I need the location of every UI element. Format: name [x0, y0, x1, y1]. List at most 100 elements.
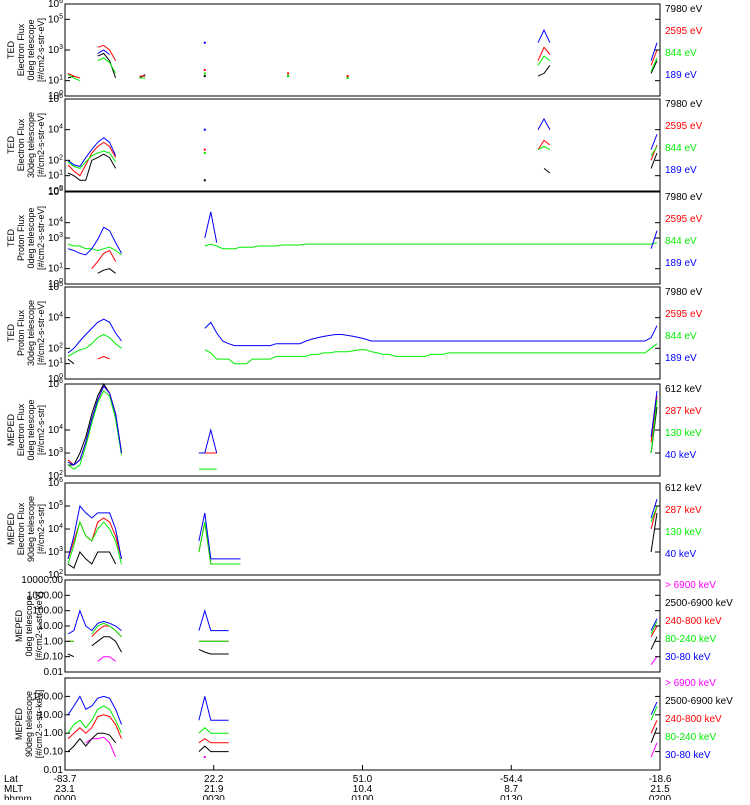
series-point — [203, 68, 206, 71]
series-point — [287, 75, 290, 78]
series-line — [650, 146, 658, 156]
y-tick-label: 0.10 — [44, 652, 64, 663]
series-point — [346, 75, 349, 78]
legend-entry: 30-80 keV — [665, 652, 711, 663]
series-line — [67, 714, 122, 740]
y-tick-label: 104 — [48, 217, 63, 229]
y-axis-label: TED — [6, 323, 16, 342]
y-axis-label: TED — [6, 135, 16, 154]
plot-frame — [64, 98, 661, 192]
y-tick-label: 10000.00 — [21, 575, 63, 586]
series-line — [67, 390, 122, 470]
series-point — [203, 75, 206, 78]
legend-entry: 7980 eV — [665, 192, 703, 203]
legend-entry: 2500-6900 keV — [665, 598, 733, 609]
series-line — [198, 727, 229, 734]
series-line — [198, 745, 229, 753]
x-tick-label-mlt: 21.5 — [650, 784, 670, 795]
y-axis-label: Electron Flux — [16, 118, 26, 171]
y-axis-label: MEPED — [14, 708, 24, 741]
plot-frame — [64, 677, 661, 771]
legend-entry: 40 keV — [665, 549, 696, 560]
x-tick-label-hhmm: 0100 — [351, 794, 374, 800]
y-axis-label: 30deg telescope — [26, 300, 36, 366]
series-line — [204, 242, 658, 250]
series-line — [67, 137, 117, 167]
plot-frame — [64, 3, 661, 97]
series-line — [650, 720, 658, 734]
legend-entry: 287 keV — [665, 505, 702, 516]
y-axis-label: 30deg telescope — [26, 112, 36, 178]
y-tick-label: 105 — [48, 186, 63, 198]
series-line — [97, 268, 116, 274]
y-tick-label: 102 — [48, 569, 63, 581]
y-axis-label: MEPED — [14, 610, 24, 643]
y-tick-label: 100 — [48, 278, 63, 290]
series-point — [203, 756, 206, 759]
series-line — [67, 385, 122, 466]
y-axis-label: TED — [6, 40, 16, 59]
y-tick-label: 100 — [48, 185, 63, 197]
series-line — [91, 622, 122, 638]
series-line — [67, 520, 122, 565]
legend-entry: 240-800 keV — [665, 616, 722, 627]
series-line — [97, 49, 110, 55]
y-axis-label: [#/cm2-s-str-eV] — [36, 206, 46, 270]
series-line — [67, 504, 122, 560]
series-line — [537, 145, 551, 151]
x-tick-label-mlt: 21.9 — [204, 784, 224, 795]
legend-entry: 240-800 keV — [665, 714, 722, 725]
series-line — [650, 57, 658, 72]
series-line — [97, 355, 110, 360]
y-tick-label: 102 — [48, 154, 63, 166]
legend-entry: 80-240 keV — [665, 732, 716, 743]
y-tick-label: 106 — [48, 378, 63, 390]
series-line — [91, 249, 117, 270]
series-line — [67, 358, 75, 365]
y-tick-label: 104 — [48, 124, 63, 136]
series-line — [204, 211, 218, 243]
plot-frame — [64, 383, 661, 477]
legend-entry: 2595 eV — [665, 309, 703, 320]
y-tick-label: 1.00 — [44, 728, 64, 739]
series-line — [650, 60, 658, 74]
x-tick-label-lat: 22.2 — [204, 774, 224, 785]
plot-frame — [64, 286, 661, 380]
legend-entry: 2595 eV — [665, 214, 703, 225]
legend-entry: 612 keV — [665, 384, 702, 395]
series-line — [67, 74, 81, 82]
y-tick-label: 101 — [48, 170, 63, 182]
legend-entry: 2595 eV — [665, 121, 703, 132]
y-axis-label: MEPED — [6, 513, 16, 546]
series-line — [97, 52, 117, 79]
x-tick-label-mlt: 23.1 — [55, 784, 75, 795]
series-line — [650, 701, 658, 716]
x-tick-label-lat: -54.4 — [500, 774, 523, 785]
series-line — [67, 72, 81, 79]
series-line — [198, 522, 241, 565]
series-line — [537, 28, 551, 43]
series-line — [67, 333, 122, 357]
series-line — [67, 695, 122, 725]
y-axis-label: TED — [6, 228, 16, 247]
y-tick-label: 10.00 — [38, 710, 63, 721]
series-line — [650, 134, 658, 150]
series-line — [537, 55, 551, 66]
series-line — [650, 395, 658, 443]
y-axis-label: 90deg telescope — [24, 691, 34, 757]
series-line — [67, 153, 117, 181]
legend-entry: 130 keV — [665, 527, 702, 538]
series-line — [198, 522, 241, 565]
series-point — [203, 152, 206, 154]
series-line — [537, 46, 551, 61]
series-line — [67, 385, 122, 466]
series-line — [650, 498, 658, 519]
y-axis-label: Electron Flux — [16, 23, 26, 76]
series-line — [67, 732, 116, 752]
series-line — [67, 705, 122, 734]
series-line — [67, 653, 75, 658]
x-row-label: MLT — [4, 784, 23, 795]
series-line — [650, 512, 658, 553]
